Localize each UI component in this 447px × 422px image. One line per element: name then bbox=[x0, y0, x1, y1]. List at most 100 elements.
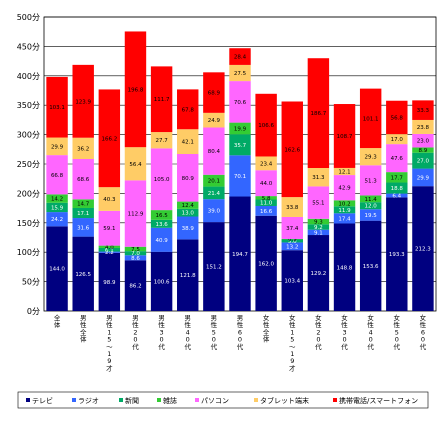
data-label: 40.3 bbox=[103, 197, 116, 203]
bar-segment bbox=[98, 247, 121, 252]
bar-segment bbox=[281, 101, 303, 198]
bar-segment bbox=[124, 260, 147, 311]
data-label: 12.1 bbox=[338, 169, 350, 175]
bar-segment bbox=[203, 174, 225, 187]
x-tick-label: 全体 bbox=[54, 313, 61, 329]
x-tick-label: 女性全体 bbox=[263, 313, 270, 344]
y-tick-label: 100分 bbox=[17, 248, 40, 257]
bar-segment bbox=[255, 199, 277, 206]
data-label: 29.9 bbox=[417, 175, 430, 181]
data-label: 33.3 bbox=[417, 108, 430, 114]
bar-segment bbox=[72, 64, 94, 138]
bar-segment bbox=[203, 112, 225, 128]
legend-swatch bbox=[157, 398, 161, 402]
y-tick-label: 350分 bbox=[17, 101, 40, 110]
legend-label: タブレット端末 bbox=[260, 396, 309, 405]
bar-segment bbox=[255, 196, 277, 200]
bar-segment bbox=[203, 222, 225, 311]
data-label: 55.1 bbox=[312, 201, 324, 207]
bar-segment bbox=[124, 251, 147, 256]
data-label: 108.7 bbox=[337, 134, 353, 140]
data-label: 35.7 bbox=[234, 143, 247, 149]
data-label: 0.9 bbox=[288, 237, 297, 243]
bar-segment bbox=[98, 251, 121, 253]
data-label: 29.3 bbox=[365, 155, 378, 161]
bar-segment bbox=[386, 193, 408, 198]
data-label: 29.9 bbox=[51, 144, 64, 150]
bar-segment bbox=[177, 208, 199, 217]
data-label: 166.2 bbox=[101, 136, 117, 142]
x-tick-label: 男性 5 0 代 bbox=[211, 314, 218, 351]
data-label: 20.1 bbox=[208, 179, 220, 185]
bar-segment bbox=[177, 201, 199, 209]
bar-segment bbox=[359, 88, 382, 149]
y-tick-label: 450分 bbox=[17, 42, 40, 51]
data-label: 44.0 bbox=[260, 181, 273, 187]
data-label: 193.3 bbox=[389, 252, 405, 258]
data-label: 103.4 bbox=[284, 279, 300, 285]
bar-segment bbox=[255, 170, 277, 197]
data-label: 38.9 bbox=[182, 226, 195, 232]
bar-segment bbox=[333, 200, 356, 207]
y-tick-label: 300分 bbox=[17, 131, 40, 140]
data-label: 13.0 bbox=[182, 211, 195, 217]
data-label: 101.1 bbox=[363, 116, 379, 122]
data-label: 31.6 bbox=[77, 225, 90, 231]
data-label: 186.7 bbox=[311, 111, 327, 117]
bar-segment bbox=[386, 197, 408, 311]
bar-segment bbox=[72, 218, 94, 237]
data-label: 47.6 bbox=[391, 156, 404, 162]
data-label: 67.8 bbox=[182, 107, 195, 113]
data-label: 16.6 bbox=[260, 209, 273, 215]
bar-segment bbox=[281, 238, 303, 240]
bar-segment bbox=[229, 122, 251, 135]
bar-segment bbox=[229, 155, 251, 197]
data-label: 7.5 bbox=[131, 247, 140, 253]
legend-label: テレビ bbox=[32, 396, 53, 405]
bar-segment bbox=[386, 144, 408, 173]
data-label: 80.4 bbox=[208, 149, 221, 155]
data-label: 106.6 bbox=[258, 123, 274, 129]
bar-segment bbox=[307, 58, 330, 168]
bar-segment bbox=[229, 81, 251, 123]
bar-segment bbox=[307, 224, 330, 230]
data-label: 56.4 bbox=[129, 162, 142, 168]
bar-segment bbox=[333, 213, 356, 224]
legend-label: 携帯電話/スマートフォン bbox=[339, 396, 418, 405]
bar-segment bbox=[333, 167, 356, 176]
bar-segment bbox=[412, 119, 434, 134]
bar-segment bbox=[177, 154, 199, 202]
data-label: 13.2 bbox=[286, 244, 298, 250]
y-tick-label: 500分 bbox=[17, 13, 40, 22]
data-label: 16.5 bbox=[155, 213, 168, 219]
bar-segment bbox=[281, 242, 303, 251]
data-label: 23.4 bbox=[260, 161, 273, 167]
data-label: 68.9 bbox=[208, 91, 221, 97]
bar-segment bbox=[281, 197, 303, 217]
bar-segment bbox=[412, 168, 434, 187]
bar-segment bbox=[72, 207, 94, 219]
bar-segment bbox=[386, 100, 408, 135]
bar-segment bbox=[177, 89, 199, 130]
bar-segment bbox=[150, 251, 173, 311]
bar-segment bbox=[177, 129, 199, 155]
bar-segment bbox=[46, 155, 68, 195]
data-label: 5.8 bbox=[262, 196, 271, 202]
data-label: 36.2 bbox=[77, 146, 89, 152]
data-label: 212.3 bbox=[415, 247, 431, 253]
data-label: 162.6 bbox=[284, 147, 300, 153]
data-label: 144.0 bbox=[49, 267, 65, 273]
data-label: 18.8 bbox=[391, 186, 404, 192]
bar-segment bbox=[412, 133, 434, 148]
bar-segment bbox=[203, 127, 225, 175]
bar-segment bbox=[124, 180, 147, 247]
data-label: 17.4 bbox=[338, 216, 351, 222]
data-label: 112.9 bbox=[128, 212, 144, 218]
x-tick-label: 女性 5 0 代 bbox=[394, 313, 401, 351]
bar-segment bbox=[46, 202, 68, 213]
data-label: 24.9 bbox=[208, 118, 221, 124]
bar-segment bbox=[333, 206, 356, 214]
bar-segment bbox=[124, 255, 147, 261]
bar-segment bbox=[255, 93, 277, 157]
